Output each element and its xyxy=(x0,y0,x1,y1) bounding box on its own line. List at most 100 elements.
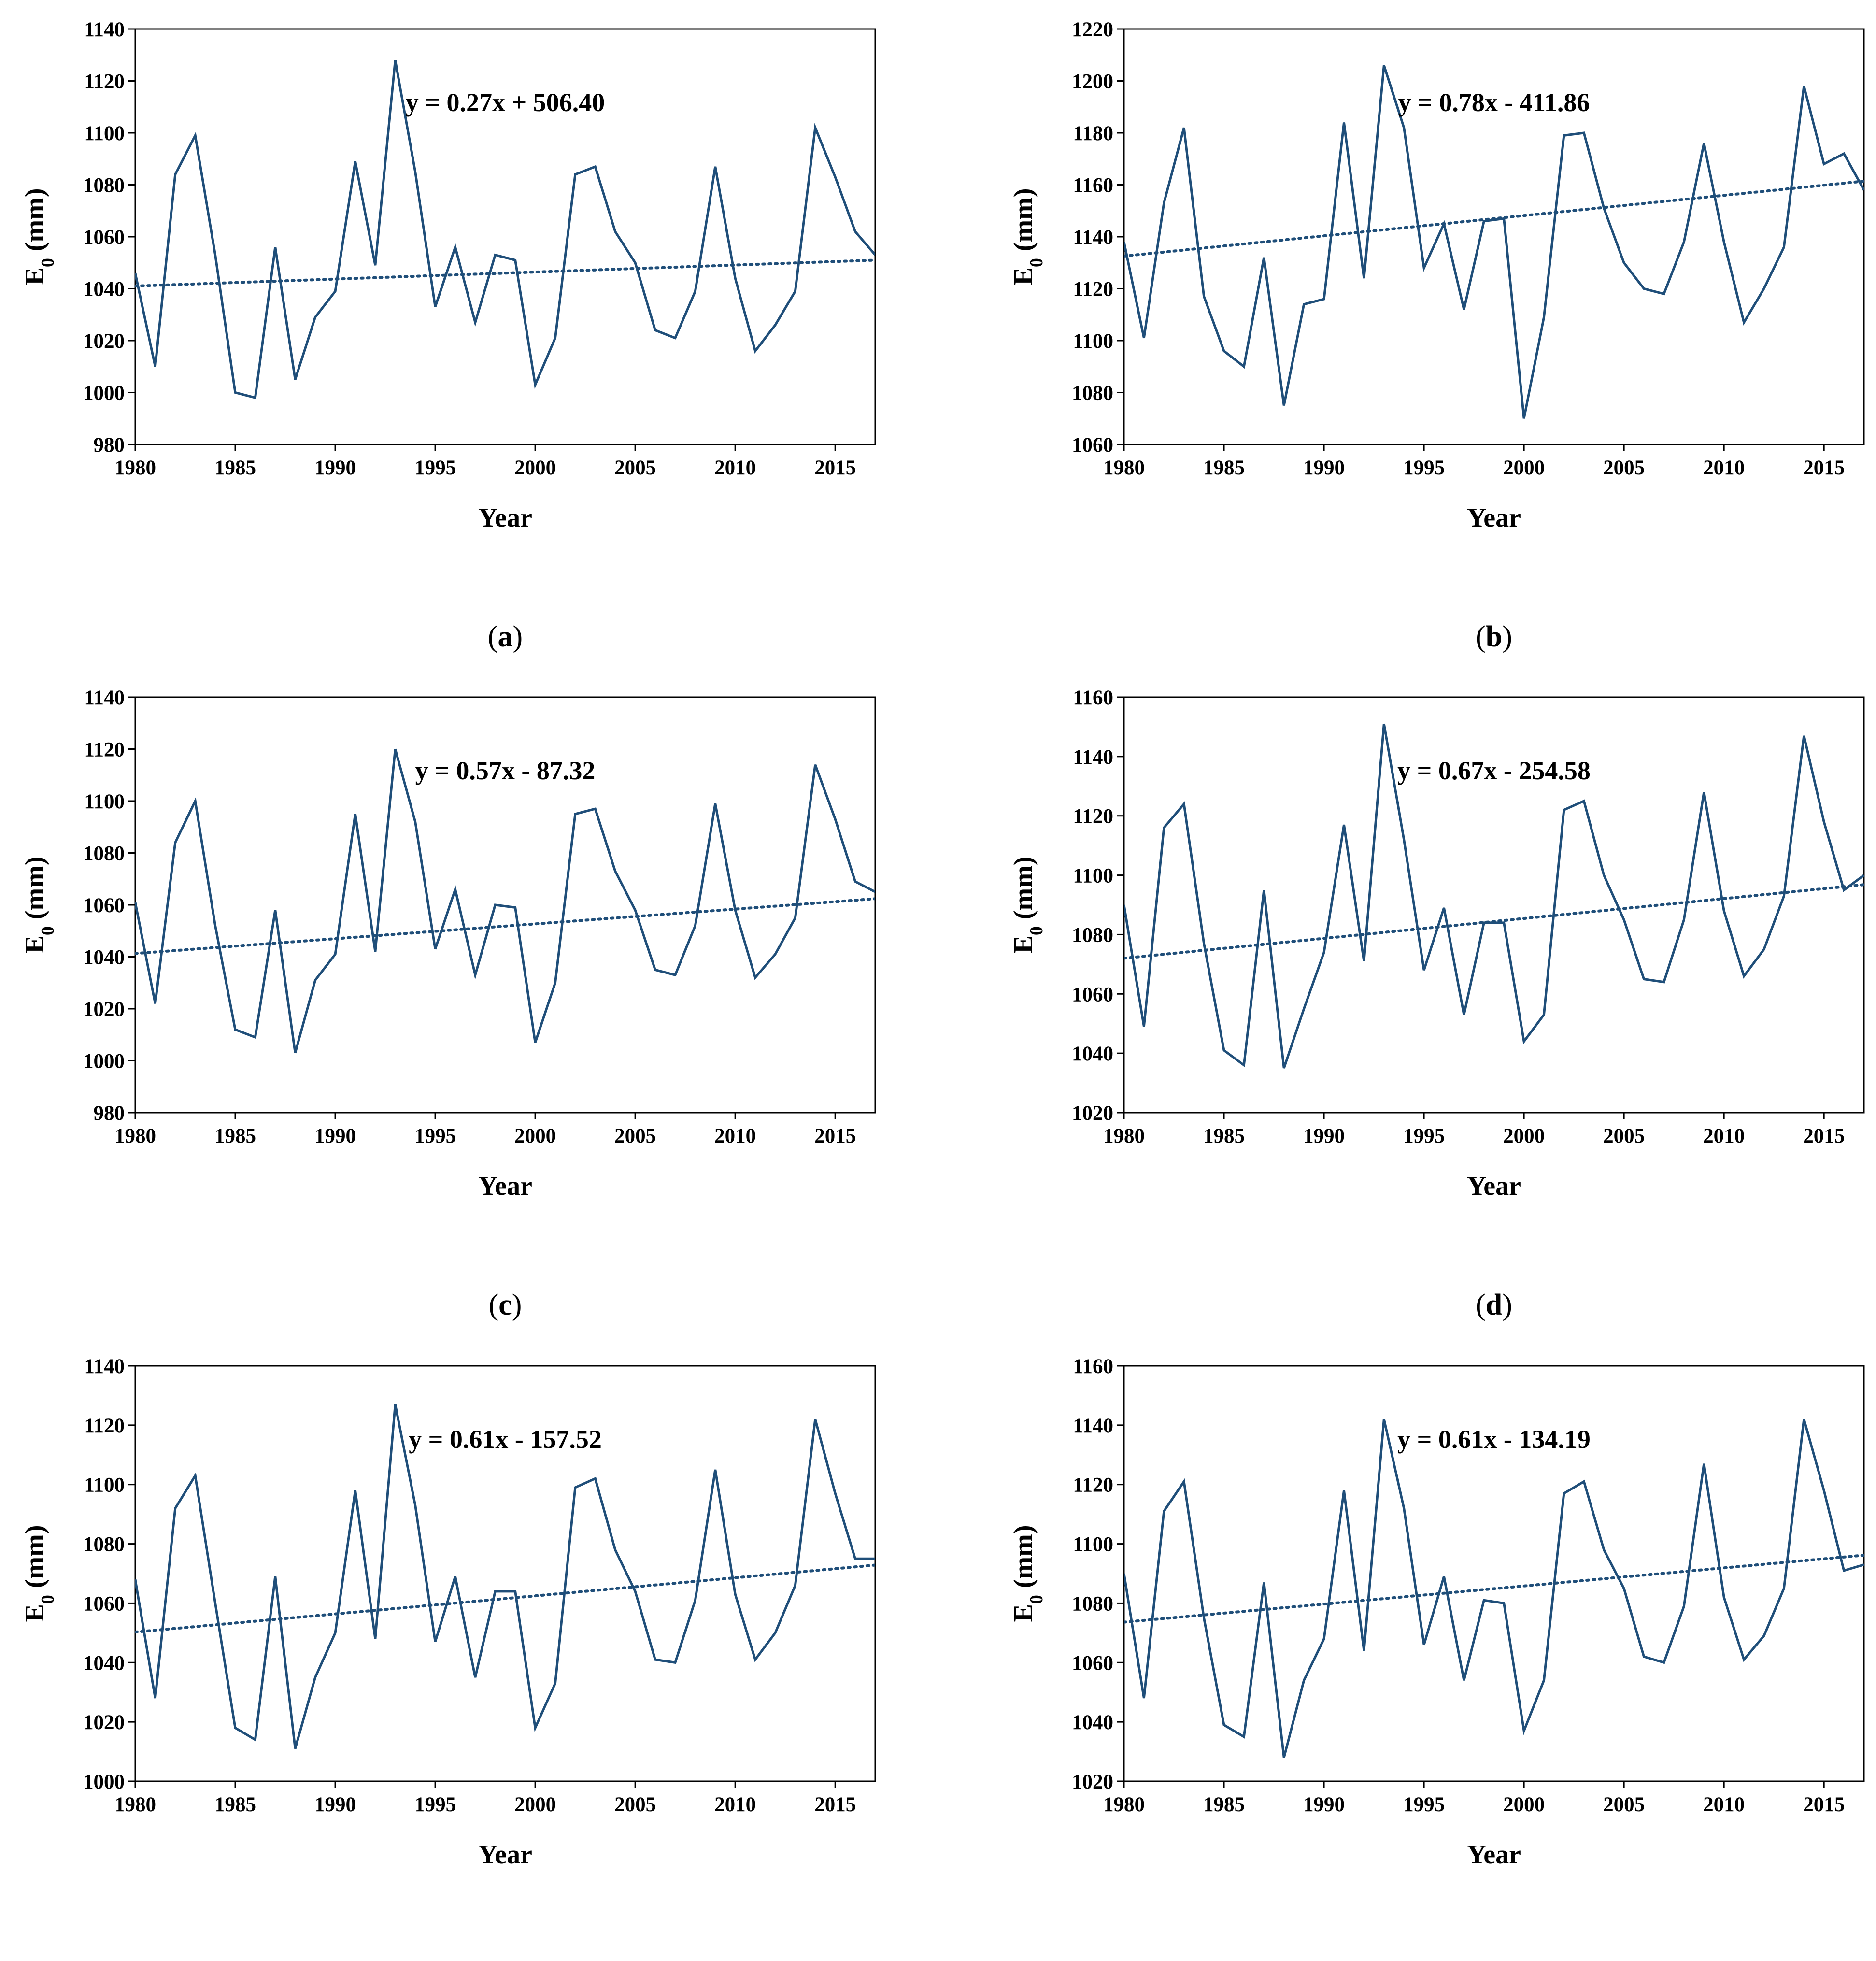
y-tick-label: 980 xyxy=(94,434,125,457)
y-tick-label: 1060 xyxy=(1072,983,1113,1006)
x-tick-label: 2005 xyxy=(1603,1793,1645,1816)
y-tick-label: 1020 xyxy=(83,1711,125,1734)
y-tick-label: 1140 xyxy=(84,687,125,709)
series-line xyxy=(1124,65,1864,419)
trend-equation: y = 0.61x - 134.19 xyxy=(1397,1425,1591,1454)
y-tick-label: 1200 xyxy=(1072,71,1113,93)
x-tick-label: 2005 xyxy=(1603,1125,1645,1147)
panel-label: (a) xyxy=(488,620,523,653)
panel-label: (b) xyxy=(1476,620,1512,653)
y-tick-label: 1040 xyxy=(1072,1043,1113,1065)
y-tick-label: 1020 xyxy=(83,330,125,353)
x-tick-label: 2010 xyxy=(714,1125,756,1147)
trend-line xyxy=(1124,179,1864,258)
x-tick-label: 1995 xyxy=(1403,1125,1445,1147)
x-tick-label: 1980 xyxy=(1103,1125,1145,1147)
x-tick-label: 1985 xyxy=(1203,1125,1245,1147)
trend-line xyxy=(135,258,875,288)
x-tick-label: 2000 xyxy=(514,1793,556,1816)
y-tick-label: 1100 xyxy=(84,1474,125,1497)
x-tick-label: 1990 xyxy=(314,1793,356,1816)
x-axis-label: Year xyxy=(1467,1840,1521,1870)
x-tick-label: 1990 xyxy=(1303,1793,1345,1816)
series-line xyxy=(135,748,875,1054)
y-tick-label: 1140 xyxy=(84,1355,125,1378)
y-tick-label: 1080 xyxy=(1072,382,1113,405)
y-tick-label: 1060 xyxy=(83,1592,125,1615)
series-line xyxy=(135,1404,875,1749)
x-tick-label: 2000 xyxy=(514,457,556,479)
x-tick-label: 1990 xyxy=(1303,1125,1345,1147)
x-tick-label: 2015 xyxy=(1803,1793,1845,1816)
y-tick-label: 1140 xyxy=(1073,1415,1113,1437)
x-tick-label: 1985 xyxy=(214,457,256,479)
x-tick-label: 2005 xyxy=(1603,457,1645,479)
x-tick-label: 2015 xyxy=(814,457,856,479)
x-tick-label: 2010 xyxy=(1703,1793,1745,1816)
x-tick-label: 2000 xyxy=(1503,1125,1545,1147)
trend-equation: y = 0.78x - 411.86 xyxy=(1398,88,1590,117)
y-tick-label: 1060 xyxy=(1072,434,1113,457)
chart-panel-f: 1020 1040 1060 1080 1100 1120 1140 1160 1980 1985… xyxy=(1009,1355,1865,1961)
x-axis-label: Year xyxy=(478,503,532,533)
y-tick-label: 1100 xyxy=(84,790,125,813)
x-tick-label: 2010 xyxy=(714,1793,756,1816)
y-tick-label: 1000 xyxy=(83,1050,125,1073)
y-tick-label: 1080 xyxy=(83,174,125,197)
y-tick-label: 1060 xyxy=(83,226,125,249)
y-tick-label: 1120 xyxy=(1073,1474,1113,1497)
y-tick-label: 1140 xyxy=(1073,226,1113,249)
y-tick-label: 1020 xyxy=(83,998,125,1021)
panel-label: (f) xyxy=(1479,1957,1509,1961)
y-tick-label: 1100 xyxy=(1073,1533,1113,1556)
y-tick-label: 980 xyxy=(94,1102,125,1125)
y-tick-label: 1080 xyxy=(1072,924,1113,946)
chart-panel-c: 980 1000 1020 1040 1060 1080 1100 1120 1140 1980 1… xyxy=(20,687,876,1321)
y-tick-label: 1040 xyxy=(83,278,125,301)
trend-equation: y = 0.27x + 506.40 xyxy=(406,88,605,117)
y-tick-label: 1160 xyxy=(1073,174,1113,197)
x-axis-label: Year xyxy=(1467,1171,1521,1201)
plot-frame xyxy=(134,1365,876,1782)
x-axis-label: Year xyxy=(1467,503,1521,533)
x-tick-label: 1985 xyxy=(1203,1793,1245,1816)
y-tick-label: 1100 xyxy=(1073,330,1113,353)
x-axis-label: Year xyxy=(478,1840,532,1870)
y-tick-label: 1120 xyxy=(1073,805,1113,828)
y-tick-label: 1000 xyxy=(83,382,125,405)
y-axis-label: E0 (mm) xyxy=(1009,1525,1047,1622)
y-tick-label: 1060 xyxy=(83,894,125,917)
y-tick-label: 1080 xyxy=(83,1533,125,1556)
x-tick-label: 2000 xyxy=(1503,1793,1545,1816)
x-tick-label: 1995 xyxy=(1403,1793,1445,1816)
y-axis-label: E0 (mm) xyxy=(20,857,58,954)
y-tick-label: 1080 xyxy=(83,843,125,865)
trend-equation: y = 0.57x - 87.32 xyxy=(415,756,596,785)
chart-panel-b: 1060 1080 1100 1120 1140 1160 1180 1200 1220 1980… xyxy=(1009,18,1865,653)
x-tick-label: 1985 xyxy=(214,1125,256,1147)
chart-panel-e: 1000 1020 1040 1060 1080 1100 1120 1140 1980 1985… xyxy=(20,1355,876,1961)
y-tick-label: 1160 xyxy=(1073,1355,1113,1378)
x-tick-label: 1990 xyxy=(314,1125,356,1147)
y-axis-label: E0 (mm) xyxy=(1009,857,1047,954)
x-tick-label: 2015 xyxy=(814,1793,856,1816)
trend-equation: y = 0.67x - 254.58 xyxy=(1397,756,1591,785)
x-tick-label: 2015 xyxy=(1803,1125,1845,1147)
y-tick-label: 1160 xyxy=(1073,687,1113,709)
y-axis-label: E0 (mm) xyxy=(20,1525,58,1622)
y-axis-label: E0 (mm) xyxy=(1009,188,1047,286)
y-tick-label: 1120 xyxy=(84,71,125,93)
y-tick-label: 1140 xyxy=(1073,746,1113,769)
y-tick-label: 1140 xyxy=(84,18,125,41)
x-tick-label: 1990 xyxy=(1303,457,1345,479)
x-tick-label: 2000 xyxy=(514,1125,556,1147)
x-tick-label: 2015 xyxy=(1803,457,1845,479)
x-tick-label: 2010 xyxy=(1703,1125,1745,1147)
y-tick-label: 1020 xyxy=(1072,1771,1113,1793)
x-tick-label: 1980 xyxy=(1103,1793,1145,1816)
x-tick-label: 1980 xyxy=(1103,457,1145,479)
x-tick-label: 2005 xyxy=(614,1125,656,1147)
y-tick-label: 1080 xyxy=(1072,1592,1113,1615)
x-tick-label: 1995 xyxy=(1403,457,1445,479)
